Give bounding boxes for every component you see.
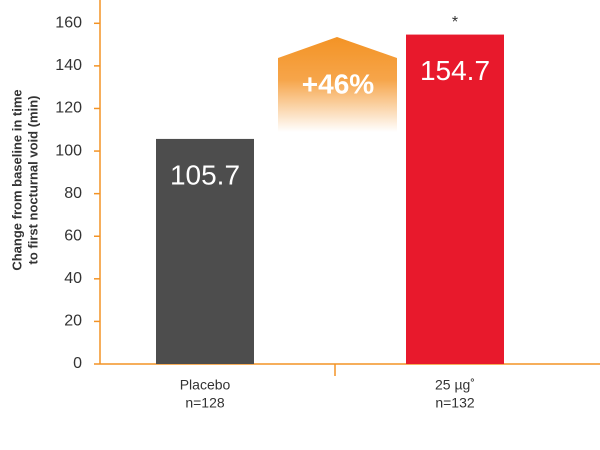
- bar: [156, 138, 254, 364]
- y-tick-label: 100: [55, 142, 82, 159]
- y-tick-label: 140: [55, 57, 82, 74]
- bar: [406, 34, 504, 364]
- significance-mark: *: [452, 14, 458, 31]
- value-label: 105.7: [170, 159, 240, 190]
- y-axis-title: Change from baseline in time: [9, 89, 24, 270]
- y-axis-title: to first nocturnal void (min): [25, 96, 40, 265]
- x-tick-note: n=132: [435, 395, 475, 411]
- y-tick-label: 20: [64, 313, 82, 330]
- y-tick-label: 80: [64, 185, 82, 202]
- y-tick-label: 160: [55, 15, 82, 32]
- y-tick-label: 0: [73, 355, 82, 372]
- y-tick-label: 120: [55, 100, 82, 117]
- x-tick-label: Placebo: [180, 377, 231, 393]
- value-label: 154.7: [420, 55, 490, 86]
- x-tick-label: 25 µg˚: [435, 377, 475, 393]
- x-tick-note: n=128: [185, 395, 225, 411]
- difference-label: +46%: [302, 68, 374, 99]
- y-tick-label: 60: [64, 227, 82, 244]
- y-tick-label: 40: [64, 270, 82, 287]
- difference-arrow: [278, 37, 397, 132]
